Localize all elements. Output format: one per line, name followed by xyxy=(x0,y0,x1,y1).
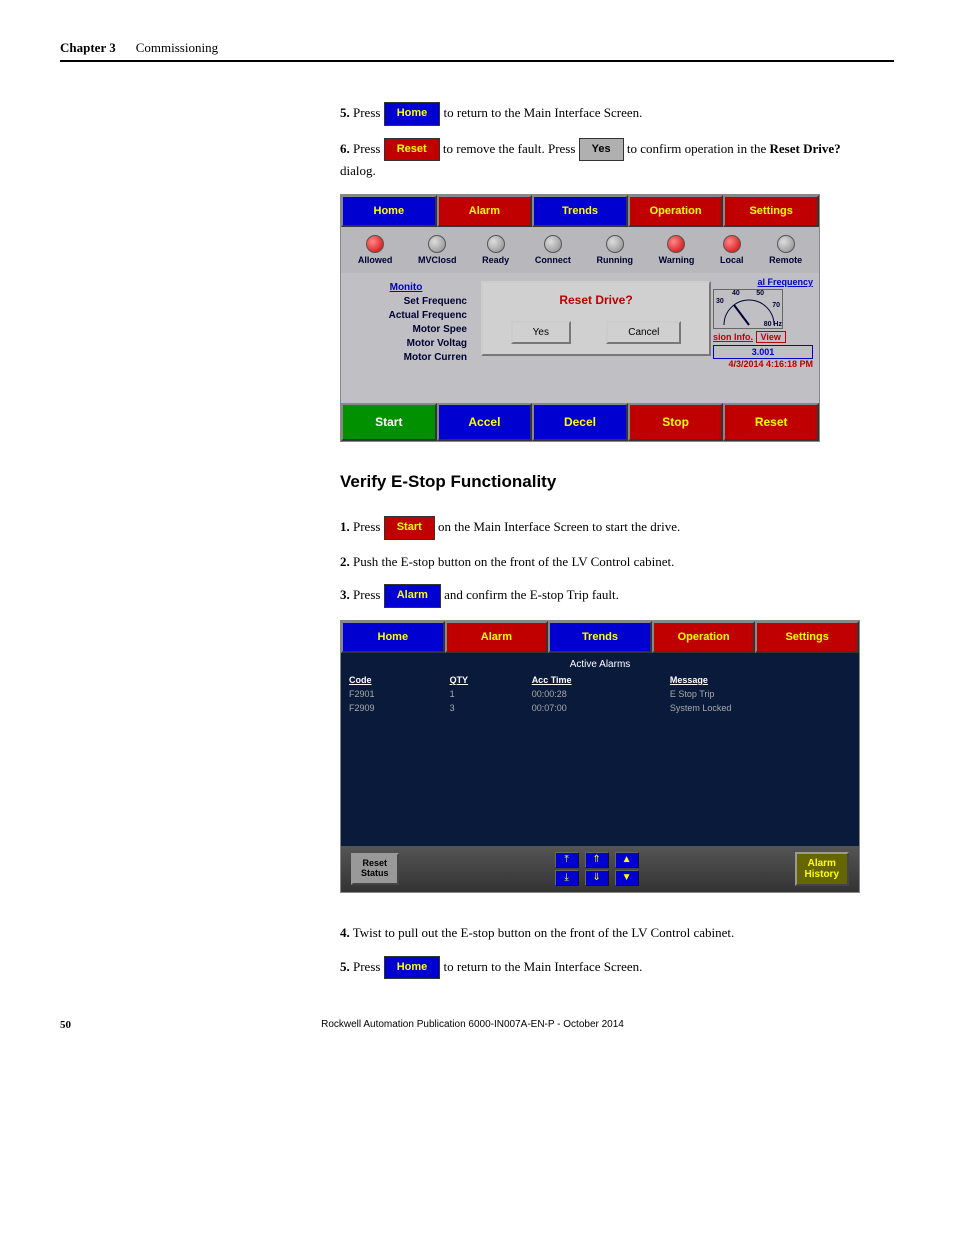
ind-local: Local xyxy=(720,235,744,265)
tab-row: Home Alarm Trends Operation Settings xyxy=(341,195,819,227)
step-5-bot: 5. Press Home to return to the Main Inte… xyxy=(340,956,854,980)
alarm-button-inline[interactable]: Alarm xyxy=(384,584,441,608)
dialog-title: Reset Drive? xyxy=(493,293,699,307)
mon-act-freq: Actual Frequenc xyxy=(345,310,467,321)
led-icon xyxy=(777,235,795,253)
mon-motor-curr: Motor Curren xyxy=(345,352,467,363)
page-number: 50 xyxy=(60,1019,71,1031)
gauge-area: al Frequency 30 40 50 70 80 Hz sion Info… xyxy=(713,277,813,369)
tab-alarm[interactable]: Alarm xyxy=(437,195,533,227)
freq-gauge: 30 40 50 70 80 Hz xyxy=(713,289,783,329)
version-box: 3.001 xyxy=(713,345,813,359)
ind-allowed: Allowed xyxy=(358,235,393,265)
led-icon xyxy=(544,235,562,253)
led-icon xyxy=(428,235,446,253)
step-2-mid: 2. Push the E-stop button on the front o… xyxy=(340,552,854,573)
reset-drive-screenshot: Home Alarm Trends Operation Settings All… xyxy=(340,194,820,442)
led-icon xyxy=(487,235,505,253)
indicator-row: Allowed MVClosd Ready Connect Running Wa… xyxy=(341,227,819,273)
decel-button[interactable]: Decel xyxy=(532,403,628,441)
stop-button[interactable]: Stop xyxy=(628,403,724,441)
arrow-top-icon[interactable]: ⤒ xyxy=(555,852,579,868)
arrow-up-icon[interactable]: ▲ xyxy=(615,852,639,868)
arrow-down-icon[interactable]: ▼ xyxy=(615,870,639,886)
table-row[interactable]: F2909 3 00:07:00 System Locked xyxy=(343,702,857,714)
start-button[interactable]: Start xyxy=(341,403,437,441)
ind-connect: Connect xyxy=(535,235,571,265)
tab-operation[interactable]: Operation xyxy=(628,195,724,227)
chapter-name: Commissioning xyxy=(136,40,218,56)
table-row[interactable]: F2901 1 00:00:28 E Stop Trip xyxy=(343,688,857,700)
mon-set-freq: Set Frequenc xyxy=(345,296,467,307)
start-button-inline[interactable]: Start xyxy=(384,516,435,540)
accel-button[interactable]: Accel xyxy=(437,403,533,441)
ind-warning: Warning xyxy=(659,235,695,265)
led-icon xyxy=(667,235,685,253)
tab2-alarm[interactable]: Alarm xyxy=(445,621,549,653)
alarm-area: Active Alarms Code QTY Acc Time Message … xyxy=(341,653,859,892)
alarm-bottom-bar: Reset Status ⤒ ⤓ ⇑ ⇓ ▲ ▼ xyxy=(341,846,859,892)
home-button-inline[interactable]: Home xyxy=(384,102,441,126)
tab2-trends[interactable]: Trends xyxy=(548,621,652,653)
ind-mvclosd: MVClosd xyxy=(418,235,457,265)
home-button-inline-2[interactable]: Home xyxy=(384,956,441,980)
mon-motor-volt: Motor Voltag xyxy=(345,338,467,349)
alarm-table: Code QTY Acc Time Message F2901 1 00:00:… xyxy=(341,672,859,716)
table-header-row: Code QTY Acc Time Message xyxy=(343,674,857,686)
step-1-mid: 1. Press Start on the Main Interface Scr… xyxy=(340,516,854,540)
arrow-bottom-icon[interactable]: ⤓ xyxy=(555,870,579,886)
publication-info: Rockwell Automation Publication 6000-IN0… xyxy=(71,1019,874,1031)
bottom-button-row: Start Accel Decel Stop Reset xyxy=(341,403,819,441)
dialog-cancel-button[interactable]: Cancel xyxy=(606,321,681,344)
arrow-up-double-icon[interactable]: ⇑ xyxy=(585,852,609,868)
page-footer: 50 Rockwell Automation Publication 6000-… xyxy=(60,1019,894,1031)
view-button[interactable]: View xyxy=(756,331,786,343)
reset-drive-dialog: Reset Drive? Yes Cancel xyxy=(481,281,711,356)
led-icon xyxy=(366,235,384,253)
reset-status-button[interactable]: Reset Status xyxy=(351,853,399,885)
tab2-home[interactable]: Home xyxy=(341,621,445,653)
section-title: Verify E-Stop Functionality xyxy=(340,472,854,492)
led-icon xyxy=(606,235,624,253)
led-icon xyxy=(723,235,741,253)
nav-arrow-group: ⤒ ⤓ ⇑ ⇓ ▲ ▼ xyxy=(555,852,639,886)
reset-button-inline[interactable]: Reset xyxy=(384,138,440,162)
ind-remote: Remote xyxy=(769,235,802,265)
mid-area: Monito Set Frequenc Actual Frequenc Moto… xyxy=(341,273,819,403)
reset-button[interactable]: Reset xyxy=(723,403,819,441)
step-6-top: 6. Press Reset to remove the fault. Pres… xyxy=(340,138,854,182)
step-5-top: 5. Press Home to return to the Main Inte… xyxy=(340,102,854,126)
tab-settings[interactable]: Settings xyxy=(723,195,819,227)
tab2-settings[interactable]: Settings xyxy=(755,621,859,653)
alarm-header: Active Alarms xyxy=(341,657,859,672)
chapter-label: Chapter 3 xyxy=(60,40,116,56)
tab-row-2: Home Alarm Trends Operation Settings xyxy=(341,621,859,653)
tab2-operation[interactable]: Operation xyxy=(652,621,756,653)
alarm-history-button[interactable]: Alarm History xyxy=(795,852,849,886)
ind-running: Running xyxy=(597,235,634,265)
gauge-title: al Frequency xyxy=(713,277,813,287)
dialog-yes-button[interactable]: Yes xyxy=(511,321,571,344)
step-3-mid: 3. Press Alarm and confirm the E-stop Tr… xyxy=(340,584,854,608)
tab-trends[interactable]: Trends xyxy=(532,195,628,227)
alarm-screenshot: Home Alarm Trends Operation Settings Act… xyxy=(340,620,860,893)
step-4-bot: 4. Twist to pull out the E-stop button o… xyxy=(340,923,854,944)
monitor-column: Monito Set Frequenc Actual Frequenc Moto… xyxy=(341,273,471,403)
mon-motor-speed: Motor Spee xyxy=(345,324,467,335)
monitor-title: Monito xyxy=(345,282,467,293)
arrow-down-double-icon[interactable]: ⇓ xyxy=(585,870,609,886)
ind-ready: Ready xyxy=(482,235,509,265)
yes-button-inline[interactable]: Yes xyxy=(579,138,624,162)
page-header: Chapter 3 Commissioning xyxy=(60,40,894,62)
sion-info-label: sion Info. xyxy=(713,332,753,342)
tab-home[interactable]: Home xyxy=(341,195,437,227)
timestamp: 4/3/2014 4:16:18 PM xyxy=(713,359,813,369)
